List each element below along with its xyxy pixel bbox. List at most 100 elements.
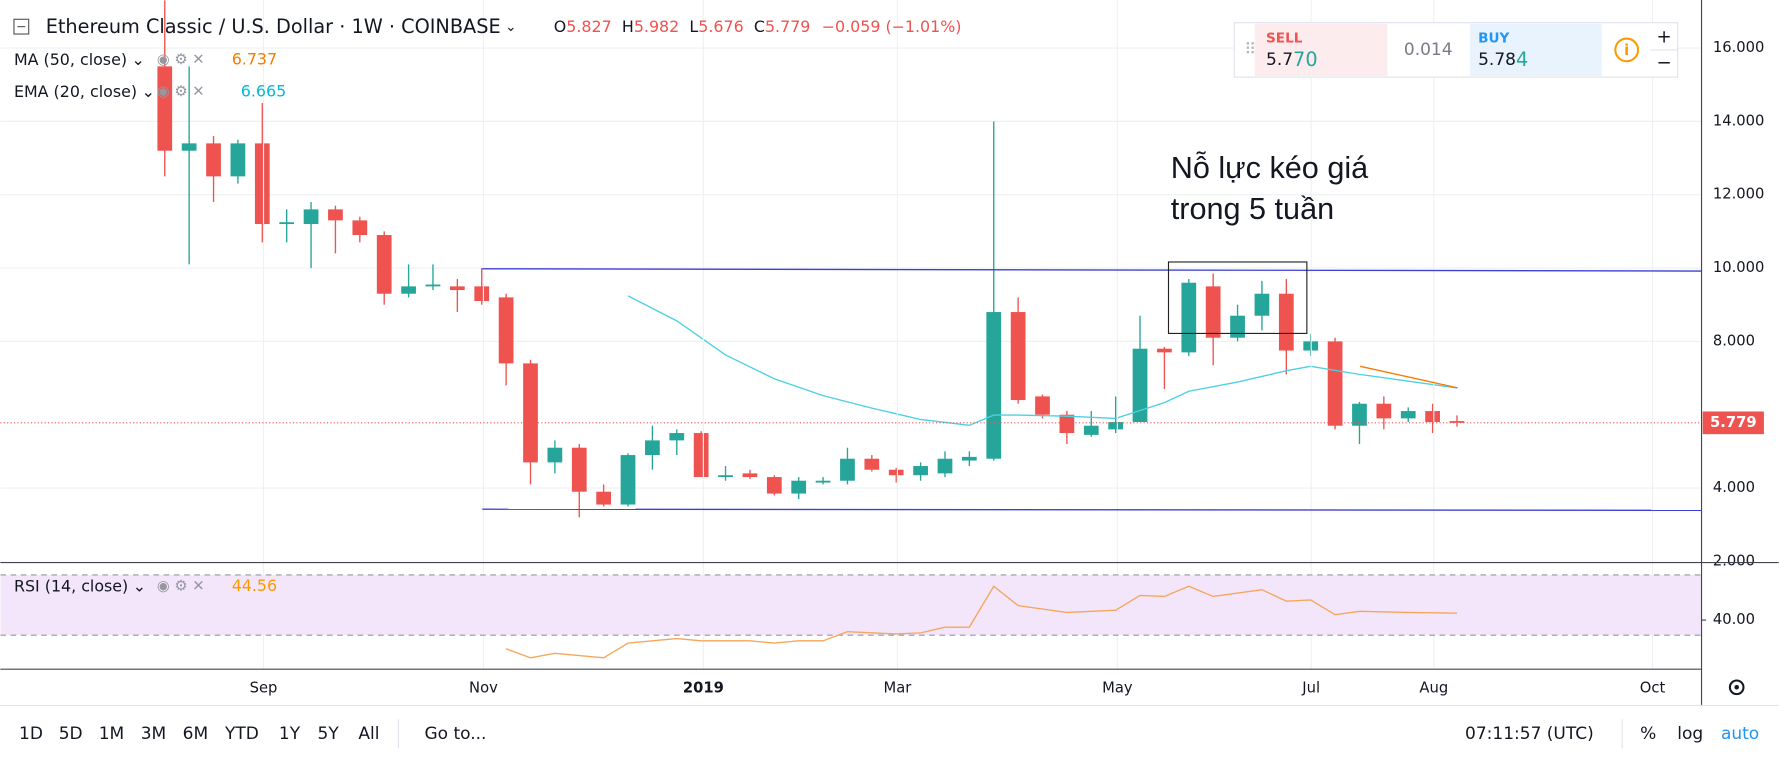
range-button[interactable]: 1D xyxy=(19,724,43,744)
candle-body xyxy=(1449,421,1465,423)
range-button[interactable]: YTD xyxy=(224,724,259,744)
candle-body xyxy=(571,447,587,492)
scale-option[interactable]: log xyxy=(1677,724,1703,744)
candle-body xyxy=(303,209,319,225)
candle-body xyxy=(1376,403,1392,419)
ohlc-key: L xyxy=(689,17,698,36)
legend-name: EMA (20, close) xyxy=(14,81,137,100)
scale-option[interactable]: % xyxy=(1640,724,1656,744)
range-button[interactable]: 1M xyxy=(99,724,124,744)
spread: 0.014 xyxy=(1404,40,1453,60)
candle-body xyxy=(1278,293,1294,351)
candle-body xyxy=(328,209,343,221)
settings-icon[interactable] xyxy=(1728,679,1745,696)
legend-value: 6.665 xyxy=(241,81,286,100)
ohlc-key: H xyxy=(622,17,634,36)
candle-body xyxy=(1083,425,1099,435)
legend-icons[interactable]: ◉ ⚙ ✕ xyxy=(157,577,205,594)
range-button[interactable]: 5Y xyxy=(318,724,340,744)
legend-icons[interactable]: ◉ ⚙ ✕ xyxy=(157,83,205,100)
sell-button[interactable] xyxy=(1254,23,1388,76)
collapse-icon[interactable] xyxy=(13,18,30,35)
legend-chevron: ⌄ xyxy=(133,576,146,595)
candle-body xyxy=(937,458,953,474)
candle-body xyxy=(766,477,782,494)
candle-body xyxy=(157,66,173,151)
candle-body xyxy=(791,480,807,494)
annotation: trong 5 tuần xyxy=(1171,192,1334,226)
candle-body xyxy=(815,480,831,483)
x-tick-label: 2019 xyxy=(683,679,724,696)
y-tick-label: 16.000 xyxy=(1713,39,1765,56)
info-icon[interactable] xyxy=(1614,37,1640,63)
ohlc-value: 5.676 xyxy=(698,17,743,36)
symbol-title[interactable]: Ethereum Classic / U.S. Dollar · 1W · CO… xyxy=(46,15,517,38)
ohlc-value: 5.779 xyxy=(765,17,810,36)
legend-row: RSI (14, close) ⌄ xyxy=(14,576,146,595)
chevron: ⌄ xyxy=(505,19,516,35)
x-tick-label: Sep xyxy=(250,679,278,696)
candle-body xyxy=(840,458,855,481)
candle-body xyxy=(742,473,758,478)
candle-body xyxy=(498,297,514,364)
legend-row: MA (50, close) ⌄ xyxy=(14,50,145,69)
trend-line xyxy=(1360,365,1458,389)
resistance-line xyxy=(482,268,1702,272)
candle-body xyxy=(1132,348,1148,423)
candle-body xyxy=(206,143,221,177)
legend-value: 44.56 xyxy=(232,576,277,595)
candle-body xyxy=(693,433,709,478)
candle-body xyxy=(230,143,246,177)
ohlc-key: O xyxy=(554,17,566,36)
range-button[interactable]: 3M xyxy=(141,724,166,744)
candle-body xyxy=(1254,293,1270,316)
x-tick-label: Aug xyxy=(1419,679,1448,696)
candle-body xyxy=(523,363,538,463)
buy-price-main: 5.78 xyxy=(1478,50,1516,70)
y-tick-label: 4.000 xyxy=(1713,479,1755,496)
x-tick-label: Jul xyxy=(1301,679,1320,696)
layers: 2.000 4.000 8.000 10.000 12.000 14.000 16.000 S… xyxy=(0,0,1764,749)
y-tick-label: 2.000 xyxy=(1713,552,1755,569)
range-button[interactable]: 1Y xyxy=(279,724,301,744)
legend-chevron: ⌄ xyxy=(142,81,155,100)
candle-body xyxy=(718,475,733,478)
x-tick-label: Nov xyxy=(469,679,498,696)
clock: 07:11:57 (UTC) xyxy=(1465,724,1594,744)
y-tick-label: 8.000 xyxy=(1713,332,1755,349)
candle-body xyxy=(1400,411,1416,419)
candle-body xyxy=(1059,414,1075,434)
legend-icons[interactable]: ◉ ⚙ ✕ xyxy=(157,51,205,68)
range-button[interactable]: 6M xyxy=(183,724,208,744)
range-button[interactable]: All xyxy=(358,724,379,744)
x-tick-label: May xyxy=(1102,679,1133,696)
range-button[interactable]: 5D xyxy=(59,724,83,744)
candle-body xyxy=(596,491,612,505)
candle-body xyxy=(1108,422,1124,430)
buy-price-pips: 4 xyxy=(1516,48,1528,71)
candle-body xyxy=(181,143,197,151)
candle-body xyxy=(352,220,368,236)
candle-body xyxy=(1327,341,1343,426)
candle-body xyxy=(888,469,904,476)
zoom-in[interactable]: + xyxy=(1657,26,1672,47)
sell-price-main: 5.7 xyxy=(1266,50,1293,70)
scale-option[interactable]: auto xyxy=(1721,724,1759,744)
candle-body xyxy=(1181,282,1197,353)
x-tick-label: Mar xyxy=(884,679,913,696)
buy-button[interactable] xyxy=(1470,23,1602,76)
last-price-label: 5.779 xyxy=(1710,414,1757,431)
indicator-line xyxy=(505,585,1458,659)
annotation: Nỗ lực kéo giá xyxy=(1171,150,1369,185)
zoom-out[interactable]: − xyxy=(1657,53,1672,74)
candle-body xyxy=(1035,396,1050,415)
pane xyxy=(0,574,1702,659)
legend-name: RSI (14, close) xyxy=(14,576,128,595)
ohlc: O5.827 H5.982 L5.676 C5.779 −0.059 (−1.01%) xyxy=(554,17,962,36)
info-mark: i xyxy=(1624,42,1629,59)
candle-body xyxy=(474,286,490,302)
goto-button[interactable]: Go to... xyxy=(425,724,487,744)
candle-body xyxy=(620,455,636,505)
